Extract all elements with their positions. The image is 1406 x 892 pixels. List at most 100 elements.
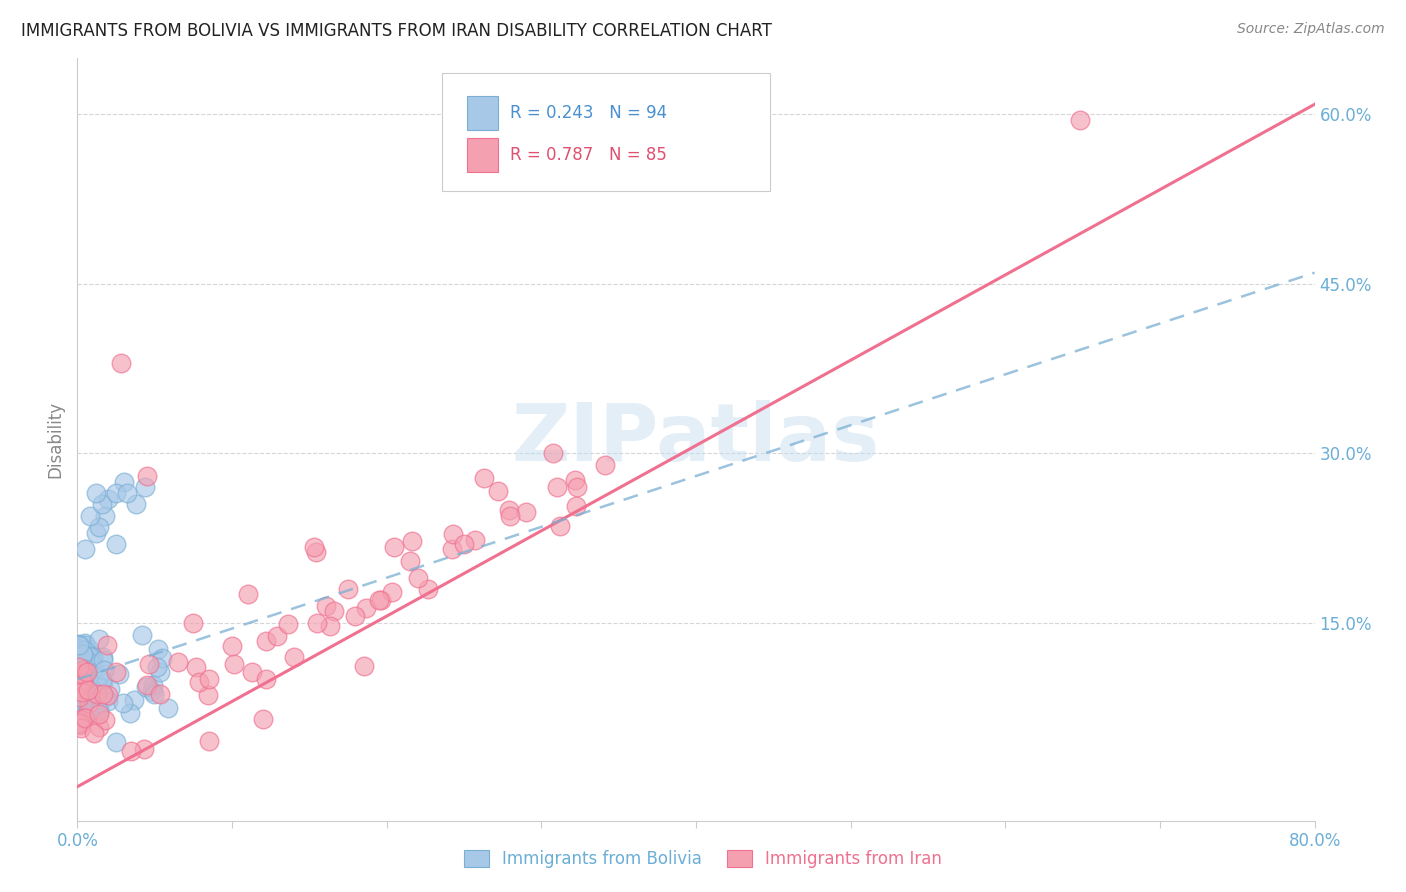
Point xyxy=(82,650,104,665)
Point xyxy=(72,681,94,696)
Point xyxy=(75,679,97,693)
Point xyxy=(67,638,90,652)
Point xyxy=(97,694,120,708)
Point xyxy=(91,687,114,701)
Point xyxy=(75,698,97,712)
Point xyxy=(67,638,90,652)
Point xyxy=(152,651,174,665)
Point xyxy=(564,473,586,487)
Point xyxy=(67,678,90,692)
Point xyxy=(93,663,115,677)
Point xyxy=(565,500,588,514)
Point xyxy=(77,682,100,697)
Point xyxy=(70,657,93,671)
Point xyxy=(105,537,127,551)
Point xyxy=(69,721,91,735)
Point xyxy=(399,554,422,568)
Point xyxy=(142,687,165,701)
Point xyxy=(441,527,464,541)
Point xyxy=(77,696,100,710)
Point xyxy=(69,662,91,676)
Point xyxy=(70,655,93,669)
Point xyxy=(72,714,94,728)
Legend: Immigrants from Bolivia, Immigrants from Iran: Immigrants from Bolivia, Immigrants from… xyxy=(457,843,949,875)
Point xyxy=(76,665,98,680)
Text: IMMIGRANTS FROM BOLIVIA VS IMMIGRANTS FROM IRAN DISABILITY CORRELATION CHART: IMMIGRANTS FROM BOLIVIA VS IMMIGRANTS FR… xyxy=(21,22,772,40)
Point xyxy=(77,703,100,717)
Point xyxy=(77,672,100,686)
Point xyxy=(89,704,111,718)
Point xyxy=(254,672,277,686)
Point xyxy=(97,688,120,702)
Point xyxy=(67,660,90,674)
Point xyxy=(134,480,156,494)
Point xyxy=(76,704,98,718)
Point xyxy=(115,486,138,500)
Point xyxy=(70,685,93,699)
Point xyxy=(72,674,94,689)
Point xyxy=(135,680,157,694)
Text: ZIPatlas: ZIPatlas xyxy=(512,401,880,478)
Point xyxy=(73,689,96,703)
Point xyxy=(69,718,91,732)
Bar xyxy=(467,96,498,130)
Point xyxy=(80,698,103,712)
Point xyxy=(384,540,406,554)
Point xyxy=(69,680,91,694)
Point xyxy=(197,734,219,748)
Point xyxy=(73,711,96,725)
Point xyxy=(197,688,219,702)
Point xyxy=(67,681,90,696)
Point xyxy=(515,505,537,519)
Text: R = 0.787   N = 85: R = 0.787 N = 85 xyxy=(510,145,668,164)
Point xyxy=(91,653,114,667)
Point xyxy=(67,692,90,706)
Point xyxy=(221,639,243,653)
Point xyxy=(72,691,94,706)
Point xyxy=(91,497,114,511)
Point xyxy=(83,725,105,739)
Point xyxy=(134,741,156,756)
Point xyxy=(337,582,360,596)
Point xyxy=(70,687,93,701)
Point xyxy=(73,710,96,724)
Point xyxy=(67,637,90,651)
Point xyxy=(198,673,221,687)
Point xyxy=(70,667,93,681)
Point xyxy=(105,734,127,748)
Point xyxy=(142,678,165,692)
Point xyxy=(381,585,404,599)
Point xyxy=(67,716,90,731)
Point xyxy=(416,582,439,596)
FancyBboxPatch shape xyxy=(443,73,770,192)
Point xyxy=(156,701,179,715)
Text: Source: ZipAtlas.com: Source: ZipAtlas.com xyxy=(1237,22,1385,37)
Point xyxy=(90,673,112,687)
Point xyxy=(72,694,94,708)
Point xyxy=(131,628,153,642)
Point xyxy=(82,651,104,665)
Y-axis label: Disability: Disability xyxy=(46,401,65,478)
Point xyxy=(73,677,96,691)
Point xyxy=(183,615,205,630)
Point xyxy=(472,470,495,484)
Point xyxy=(69,646,91,660)
Point xyxy=(69,714,91,728)
Point xyxy=(73,636,96,650)
Point xyxy=(69,717,91,731)
Point xyxy=(89,632,111,646)
Point xyxy=(136,469,159,483)
Point xyxy=(84,706,107,721)
Point xyxy=(73,666,96,681)
Point xyxy=(224,657,246,672)
Point xyxy=(105,486,127,500)
Point xyxy=(75,542,96,557)
Point xyxy=(83,659,105,673)
Point xyxy=(368,593,391,607)
Point xyxy=(595,458,617,473)
Point xyxy=(87,706,110,721)
Point xyxy=(499,508,522,523)
Point xyxy=(110,356,132,370)
Point xyxy=(72,648,94,662)
Point xyxy=(77,648,100,663)
